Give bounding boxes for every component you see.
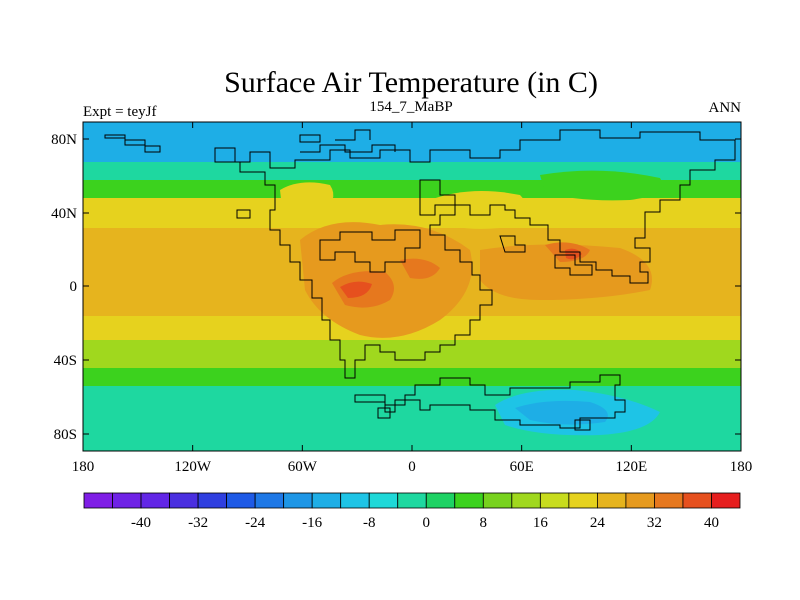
- subtitle-left: Expt = teyJf: [83, 104, 156, 120]
- subtitle-center: 154_7_MaBP: [369, 99, 452, 115]
- lon-tick-label: 0: [408, 459, 416, 475]
- colorbar-swatch: [311, 492, 342, 509]
- polar-region-south: [515, 400, 608, 425]
- warm-land-north: [280, 182, 334, 218]
- extreme-region: [340, 281, 372, 298]
- latitude-axis: 80N 40N 0 40S 80S: [51, 132, 741, 443]
- colorbar-label: -8: [363, 515, 376, 531]
- colorbar-labels: -40 -32 -24 -16 -8 0 8 16 24 32 40: [131, 515, 719, 531]
- colorbar-swatch: [283, 492, 313, 509]
- coastline-islands-west: [104, 134, 251, 219]
- colorbar-swatch: [197, 492, 228, 509]
- colorbar-label: -16: [302, 515, 322, 531]
- lon-tick-label: 120E: [615, 459, 647, 475]
- colorbar-swatch: [511, 492, 541, 509]
- colorbar-label: 16: [533, 515, 549, 531]
- colorbar-swatch: [625, 492, 655, 509]
- mild-land-north-east: [540, 170, 662, 201]
- coastline-islands-south: [377, 407, 591, 431]
- lon-tick-label: 60W: [288, 459, 318, 475]
- coastline-south-continent: [354, 374, 626, 429]
- colorbar-swatch: [83, 492, 113, 509]
- lat-tick-label: 40N: [51, 206, 77, 222]
- colorbar-swatch: [254, 492, 285, 509]
- colorbar-swatch: [482, 492, 513, 509]
- coastline-main-continent: [214, 129, 736, 379]
- lat-tick-label: 0: [70, 279, 78, 295]
- colorbar-swatch: [539, 492, 570, 509]
- colorbar-label: 0: [423, 515, 431, 531]
- subtitle-right: ANN: [709, 100, 742, 116]
- coastline-islands-north: [299, 129, 371, 143]
- lon-tick-label: 180: [72, 459, 95, 475]
- colorbar-swatch: [596, 492, 627, 509]
- lon-tick-label: 60E: [510, 459, 534, 475]
- extreme-region-east: [565, 248, 582, 260]
- colorbar-swatch: [425, 492, 456, 509]
- colorbar-swatch: [682, 492, 712, 509]
- very-hot-region-central: [400, 258, 440, 279]
- lon-tick-label: 120W: [174, 459, 212, 475]
- longitude-axis: 180 120W 60W 0 60E 120E 180: [72, 122, 753, 475]
- colorbar-label: 40: [704, 515, 719, 531]
- colorbar-label: 8: [480, 515, 488, 531]
- colorbar-label: -40: [131, 515, 151, 531]
- lat-tick-label: 80S: [54, 427, 77, 443]
- colorbar-swatch: [226, 492, 256, 509]
- colorbar-label: -24: [245, 515, 265, 531]
- lat-tick-label: 80N: [51, 132, 77, 148]
- colorbar-swatch: [568, 492, 598, 509]
- plot-title: Surface Air Temperature (in C): [224, 66, 598, 99]
- colorbar-label: -32: [188, 515, 208, 531]
- coastline-east-inlets: [499, 235, 593, 276]
- temperature-field: [83, 122, 741, 451]
- colorbar-swatch: [340, 492, 370, 509]
- hot-region-east: [480, 244, 652, 300]
- coastline-north-strip: [300, 144, 396, 153]
- coastline-central-inlet: [419, 179, 456, 216]
- colorbar: [83, 492, 741, 509]
- coastlines: [104, 129, 736, 431]
- colorbar-swatch: [368, 492, 399, 509]
- lat-tick-label: 40S: [54, 353, 77, 369]
- colorbar-swatch: [711, 492, 741, 509]
- colorbar-swatch: [654, 492, 684, 509]
- lon-tick-label: 180: [730, 459, 753, 475]
- colorbar-swatch: [397, 492, 427, 509]
- band-temperate-south: [83, 340, 741, 372]
- colorbar-swatch: [454, 492, 484, 509]
- colorbar-label: 24: [590, 515, 606, 531]
- colorbar-swatch: [112, 492, 142, 509]
- colorbar-swatch: [140, 492, 170, 509]
- colorbar-label: 32: [647, 515, 662, 531]
- coastline-inner-sea: [319, 229, 421, 273]
- colorbar-swatch: [169, 492, 199, 509]
- warm-land-north-east: [430, 191, 527, 229]
- band-mild-south: [83, 368, 741, 390]
